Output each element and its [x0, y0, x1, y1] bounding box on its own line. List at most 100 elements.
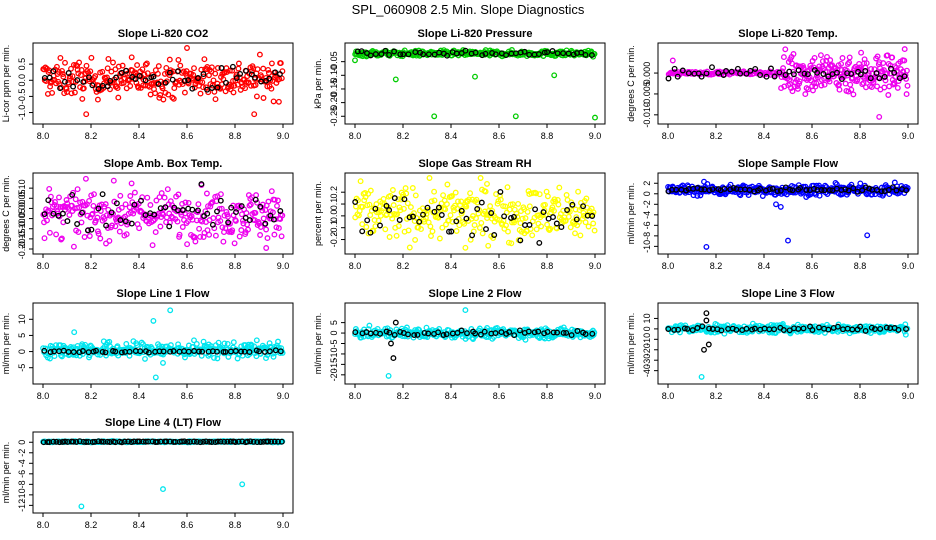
- data-point: [203, 190, 210, 197]
- data-point: [218, 65, 225, 71]
- data-point: [818, 187, 825, 193]
- data-point: [166, 223, 173, 230]
- data-point: [56, 439, 63, 446]
- data-point: [270, 98, 277, 105]
- data-point: [854, 76, 861, 83]
- data-point: [264, 235, 271, 242]
- data-point: [89, 82, 96, 89]
- plot-frame: [344, 302, 606, 385]
- data-point: [889, 54, 896, 61]
- data-point: [508, 240, 515, 247]
- data-point: [782, 72, 789, 78]
- data-point: [397, 328, 404, 335]
- data-point: [424, 207, 431, 213]
- data-point: [68, 90, 75, 97]
- data-point: [752, 65, 759, 72]
- data-point: [878, 188, 885, 195]
- data-point: [590, 220, 597, 227]
- data-point: [503, 209, 510, 216]
- data-point: [848, 70, 855, 77]
- data-point: [535, 328, 542, 335]
- chart-panel-9: Slope Line 3 Flow ml/min per min. 8.0 8.2 8.…: [626, 288, 919, 401]
- data-point: [386, 234, 393, 240]
- data-point: [199, 218, 206, 225]
- data-point: [104, 74, 110, 81]
- data-point: [41, 347, 48, 354]
- data-point: [400, 205, 407, 212]
- y-tick-label: -0.005: [642, 81, 652, 107]
- data-point: [46, 229, 53, 236]
- data-point: [59, 71, 66, 77]
- data-point: [170, 348, 177, 355]
- data-point: [64, 200, 71, 207]
- data-point: [462, 47, 469, 54]
- x-tick-label: 9.0: [589, 391, 602, 401]
- data-point: [193, 340, 200, 347]
- data-point: [801, 70, 808, 77]
- data-point: [237, 70, 244, 77]
- data-point: [773, 201, 779, 208]
- data-point: [560, 50, 567, 57]
- x-tick-label: 9.0: [589, 131, 602, 141]
- data-point: [796, 78, 803, 85]
- data-point: [266, 348, 273, 355]
- y-axis-label: ml/min per min.: [626, 313, 636, 375]
- data-point: [506, 206, 513, 213]
- y-tick-label: 0.0: [17, 74, 27, 87]
- data-point: [669, 57, 676, 64]
- y-tick-label: 0.1: [329, 198, 339, 211]
- data-point: [277, 208, 284, 214]
- data-point: [193, 438, 200, 445]
- data-point: [128, 439, 135, 445]
- data-point: [131, 201, 138, 208]
- data-point: [378, 51, 385, 58]
- x-tick-label: 8.2: [397, 261, 410, 271]
- x-tick-label: 8.2: [85, 391, 98, 401]
- data-point: [529, 232, 536, 239]
- data-point: [461, 220, 468, 227]
- data-point: [99, 191, 106, 198]
- data-point: [863, 60, 870, 67]
- data-point: [903, 187, 910, 194]
- data-point: [126, 348, 133, 355]
- chart-title: Slope Li-820 Temp.: [738, 28, 837, 40]
- data-point: [556, 184, 563, 191]
- data-point: [718, 327, 725, 334]
- data-point: [478, 219, 485, 226]
- data-point: [124, 70, 131, 77]
- x-tick-label: 8.8: [854, 131, 867, 141]
- y-tick-label: -0.010: [642, 102, 652, 128]
- data-point: [135, 84, 142, 91]
- chart-title: Slope Amb. Box Temp.: [104, 158, 223, 170]
- data-point: [185, 77, 192, 84]
- data-point: [177, 62, 184, 69]
- data-point: [60, 73, 67, 80]
- data-point: [390, 202, 397, 209]
- data-point: [412, 236, 419, 243]
- data-point: [257, 203, 264, 210]
- data-point: [211, 354, 217, 361]
- data-point: [206, 438, 213, 445]
- plot-frame: [32, 431, 294, 514]
- data-point: [214, 208, 220, 215]
- data-point: [563, 192, 570, 198]
- data-point: [243, 210, 250, 216]
- data-point: [730, 185, 737, 191]
- data-point: [114, 85, 121, 92]
- data-point: [181, 89, 188, 96]
- data-point: [367, 229, 374, 236]
- data-point: [515, 200, 522, 207]
- data-point: [165, 91, 172, 98]
- data-point: [703, 310, 710, 317]
- data-point: [834, 323, 841, 330]
- data-point: [665, 75, 672, 82]
- data-point: [256, 348, 263, 355]
- data-point: [64, 438, 71, 445]
- data-point: [203, 438, 210, 445]
- data-point: [535, 220, 542, 227]
- data-point: [271, 438, 278, 445]
- data-point: [108, 209, 115, 216]
- data-point: [795, 67, 802, 74]
- y-tick-label: 0.10: [17, 179, 27, 197]
- y-tick-label: 0: [17, 349, 27, 354]
